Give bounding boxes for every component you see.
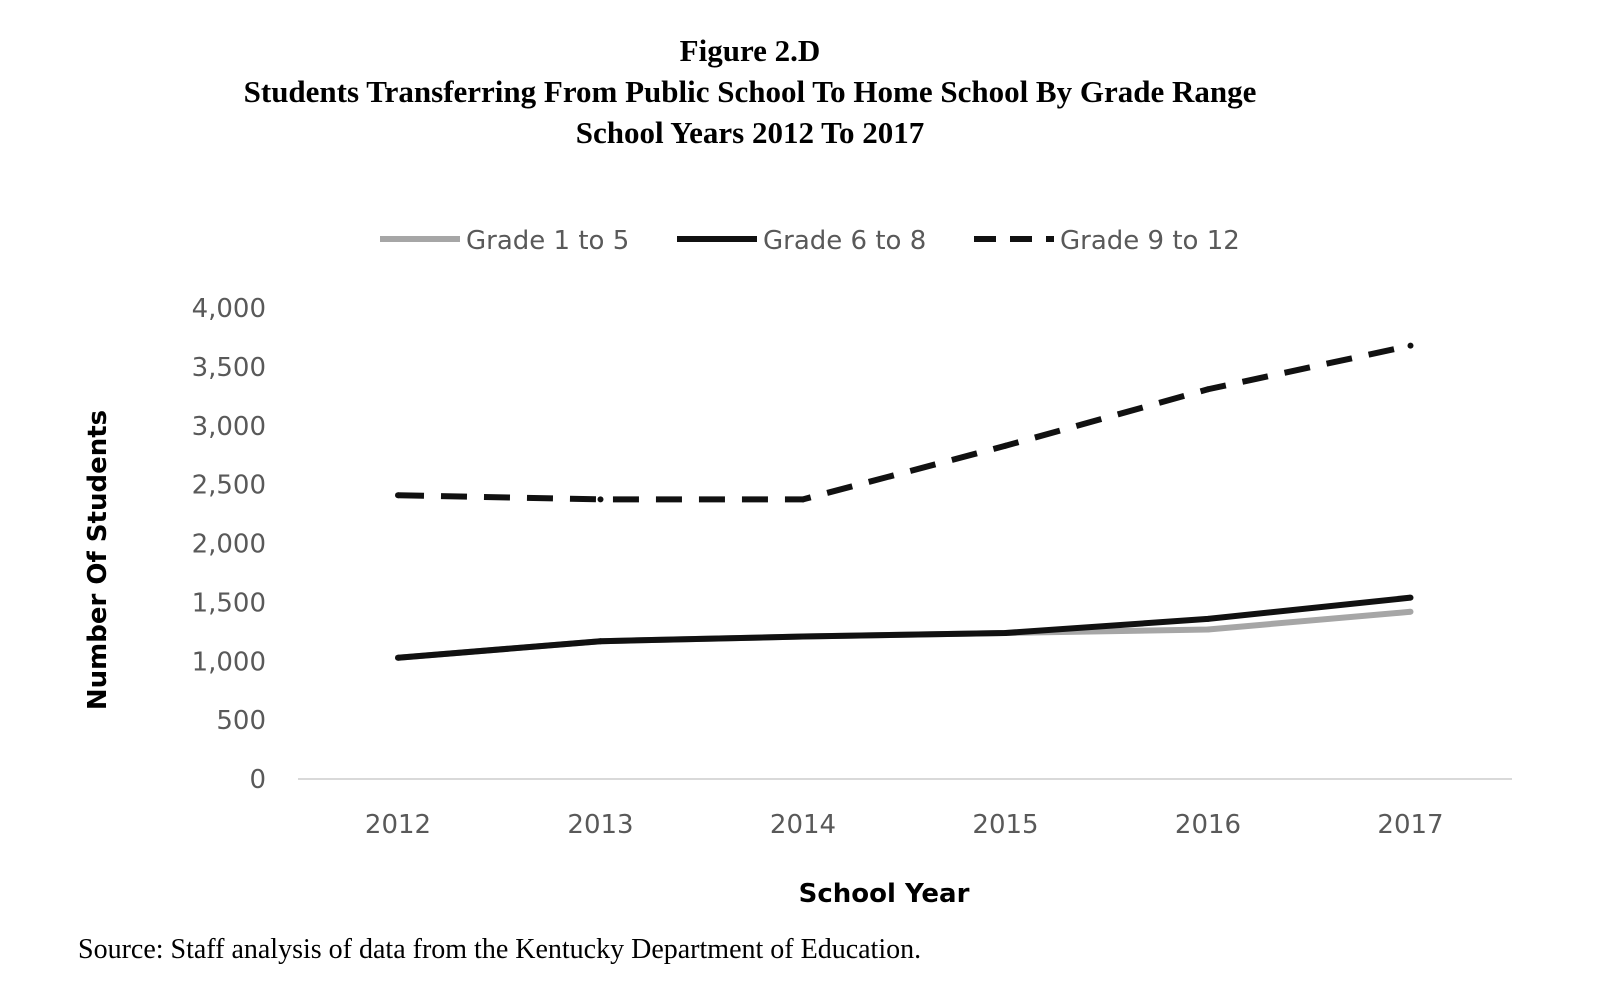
data-point	[597, 496, 604, 503]
data-point	[597, 638, 604, 645]
x-tick-label: 2015	[972, 810, 1038, 840]
x-tick-label: 2017	[1377, 810, 1443, 840]
y-tick-label: 3,000	[192, 412, 266, 442]
data-point	[800, 496, 806, 503]
source-note: Source: Staff analysis of data from the …	[78, 934, 922, 965]
series-lines	[395, 342, 1414, 661]
x-tick-label: 2013	[567, 810, 633, 840]
data-point	[395, 654, 401, 661]
legend-label: Grade 9 to 12	[1060, 226, 1240, 256]
data-point	[395, 492, 401, 499]
y-tick-label: 2,000	[192, 530, 266, 560]
data-point	[1002, 442, 1009, 449]
series-line-2	[397, 594, 1411, 661]
data-point	[1205, 386, 1211, 393]
y-tick-label: 4,000	[192, 294, 266, 324]
data-point	[1407, 342, 1414, 349]
legend-label: Grade 6 to 8	[763, 226, 926, 256]
x-axis-title: School Year	[799, 879, 970, 909]
y-tick-label: 0	[249, 765, 266, 795]
data-point	[1205, 626, 1211, 633]
chart-subtitle: School Years 2012 To 2017	[575, 115, 925, 150]
x-axis-ticks: 2012 2013 2014 2015 2016 2017	[365, 810, 1444, 840]
y-tick-label: 3,500	[192, 353, 266, 383]
figure-label: Figure 2.D	[679, 33, 821, 68]
y-axis-title: Number Of Students	[83, 410, 113, 710]
y-tick-label: 2,500	[192, 471, 266, 501]
data-point	[1407, 608, 1414, 615]
series-line-3	[397, 342, 1412, 503]
y-tick-label: 500	[216, 706, 266, 736]
y-tick-label: 1,000	[192, 647, 266, 677]
x-tick-label: 2012	[365, 810, 431, 840]
data-point	[1407, 594, 1414, 601]
data-point	[1002, 629, 1009, 636]
data-point	[1205, 615, 1211, 622]
x-tick-label: 2014	[770, 810, 836, 840]
legend-label: Grade 1 to 5	[466, 226, 629, 256]
chart-title: Students Transferring From Public School…	[243, 74, 1257, 109]
data-point	[800, 633, 806, 640]
y-tick-label: 1,500	[192, 588, 266, 618]
y-axis-ticks: 0 500 1,000 1,500 2,000 2,500 3,000 3,500 4,000	[192, 294, 266, 795]
chart-title-block: Figure 2.D Students Transferring From Pu…	[0, 30, 1500, 153]
legend: Grade 1 to 5 Grade 6 to 8 Grade 9 to 12	[380, 226, 1240, 256]
x-tick-label: 2016	[1175, 810, 1241, 840]
